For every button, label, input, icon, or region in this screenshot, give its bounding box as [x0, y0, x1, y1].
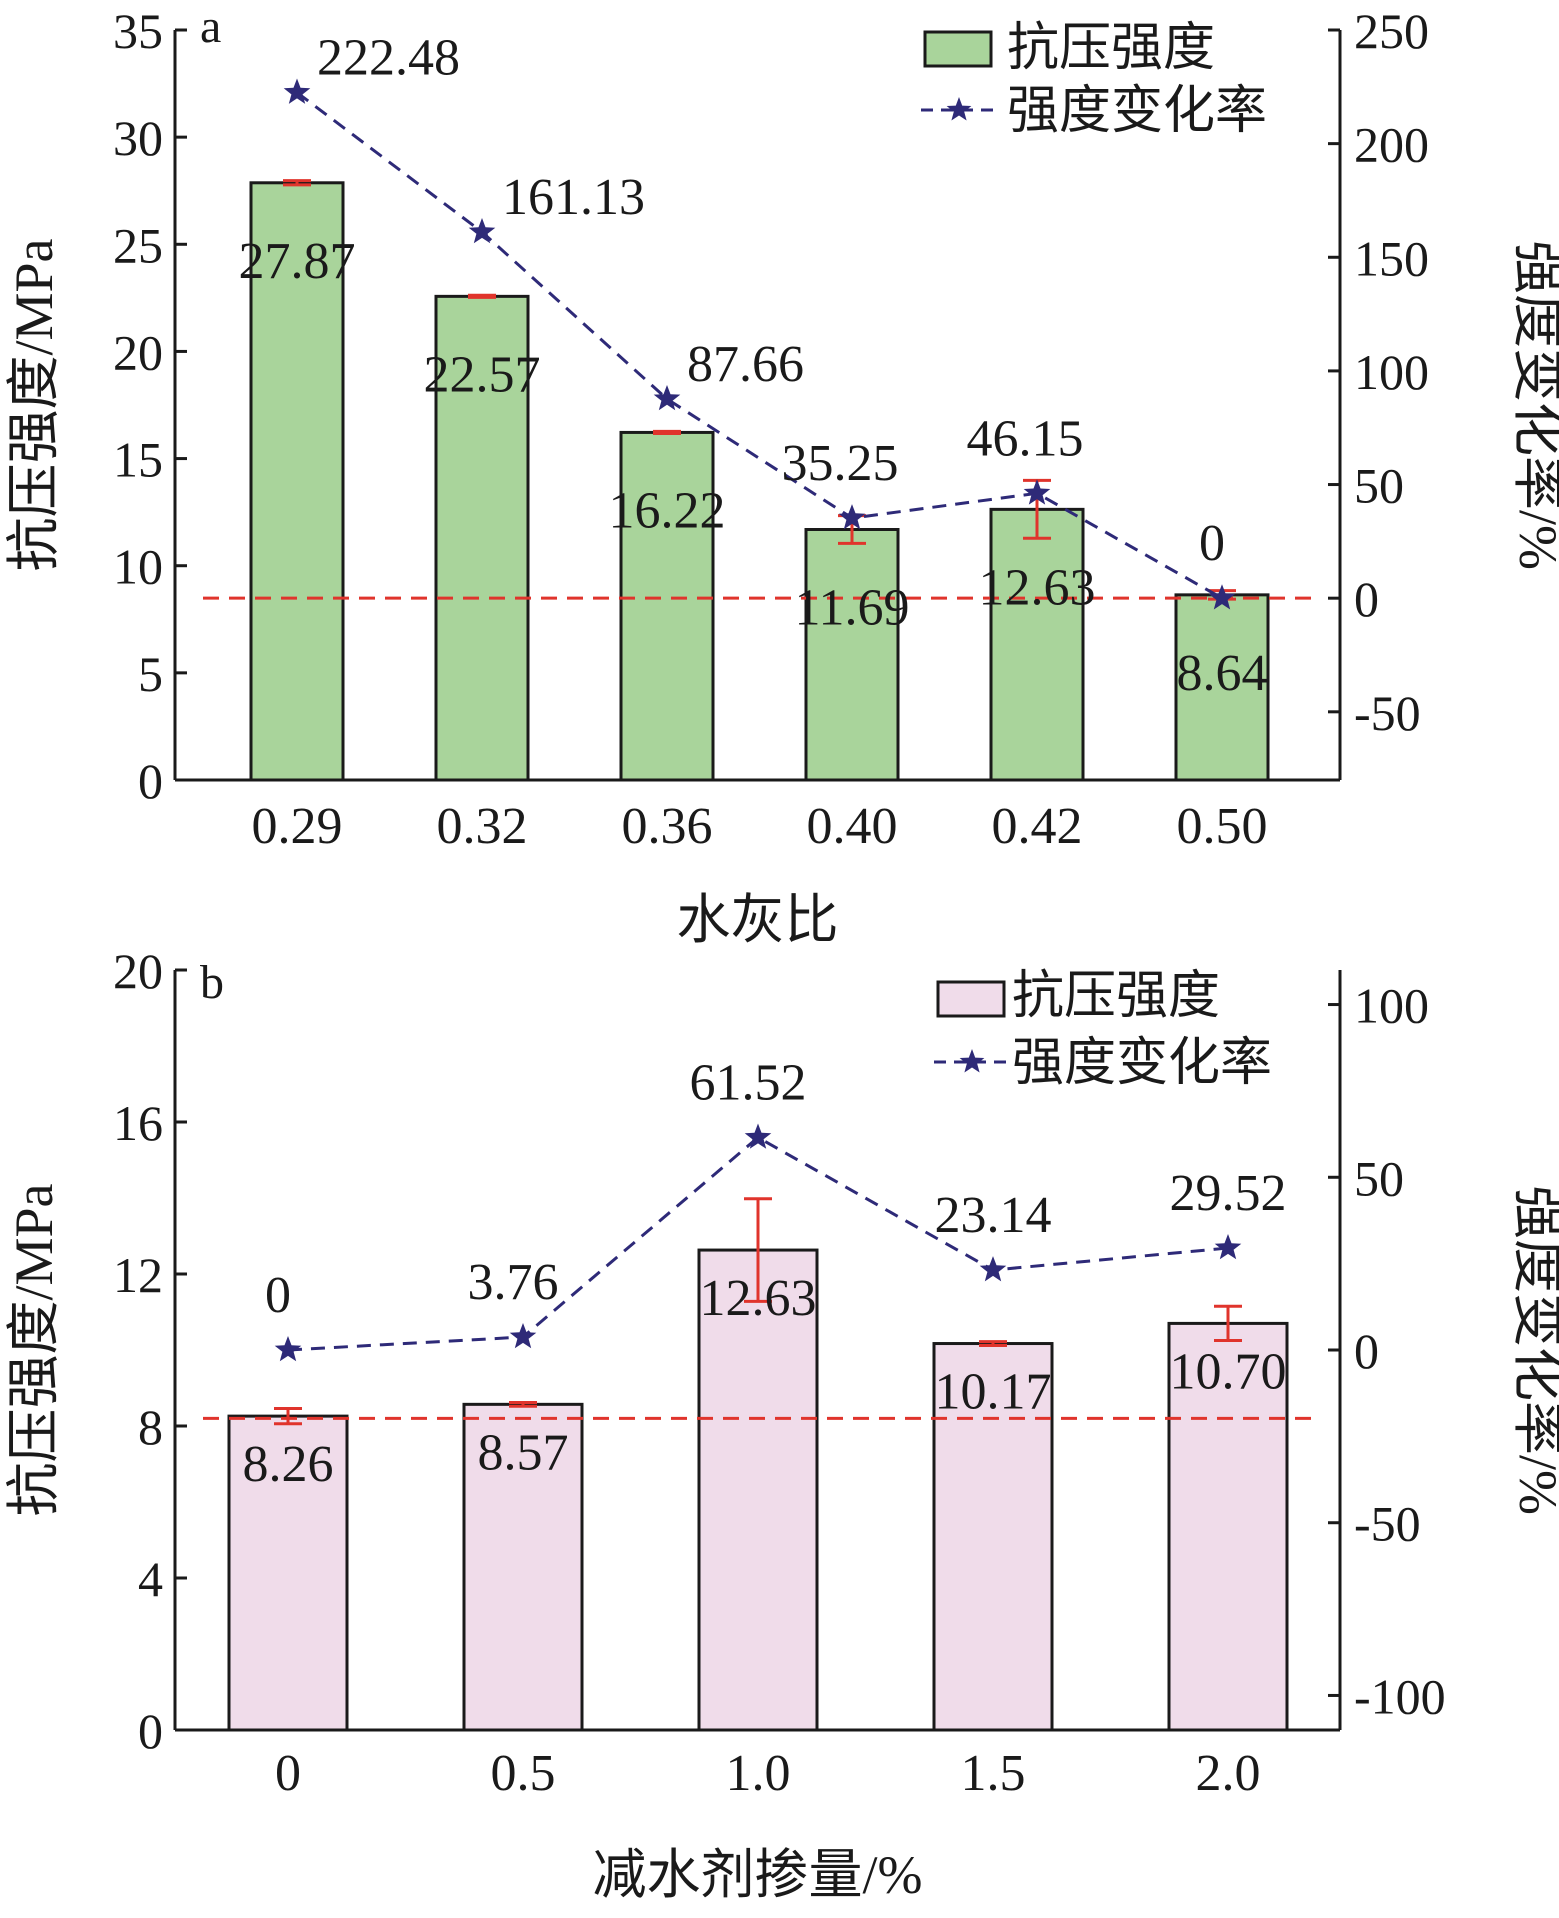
right-y-tick-label: -50: [1354, 1496, 1421, 1552]
left-y-tick-label: 4: [138, 1551, 163, 1607]
chart-panel-a: 0 5 10 15 20 25 30 35 -50 0 50 100 150 200 250 0.29 0.32…: [4, 0, 1559, 950]
right-y-tick-label: 0: [1354, 571, 1379, 627]
x-tick-label: 2.0: [1196, 1745, 1261, 1802]
rate-value-label: 3.76: [468, 1254, 559, 1311]
bar-value-label: 12.63: [979, 559, 1096, 616]
x-tick-label: 0.40: [807, 798, 898, 855]
bar-value-label: 8.64: [1177, 645, 1268, 702]
x-axis-title: 水灰比: [677, 890, 839, 950]
right-y-tick-label: 100: [1354, 978, 1429, 1034]
bar-value-label: 8.26: [243, 1436, 334, 1493]
rate-point: [1214, 1234, 1242, 1260]
legend-bar-swatch: [936, 980, 1006, 1018]
legend-bar-label: 抗压强度: [1007, 20, 1215, 77]
x-tick-label: 1.0: [726, 1745, 791, 1802]
left-y-tick-label: 10: [113, 539, 163, 595]
rate-value-label: 87.66: [687, 336, 804, 393]
bar-value-label: 16.22: [609, 482, 726, 539]
rate-value-label: 35.25: [782, 435, 899, 492]
right-y-tick-label: 200: [1354, 117, 1429, 173]
bar-value-label: 12.63: [700, 1270, 817, 1327]
rate-point: [509, 1323, 537, 1349]
x-tick-label: 1.5: [961, 1745, 1026, 1802]
legend-bar-label: 抗压强度: [1012, 968, 1220, 1025]
bar-value-label: 27.87: [239, 233, 356, 290]
rate-point: [744, 1123, 772, 1149]
x-tick-label: 0.50: [1177, 798, 1268, 855]
bar: [462, 1402, 584, 1732]
rate-value-label: 29.52: [1170, 1165, 1287, 1222]
legend-line-label: 强度变化率: [1007, 83, 1267, 140]
legend-line-marker: [959, 1049, 985, 1073]
x-tick-label: 0.5: [491, 1745, 556, 1802]
left-y-tick-label: 20: [113, 943, 163, 999]
chart-panel-b: 0 4 8 12 16 20 -100 -50 0 50 100 0 0.5 1.0 1.5 2.0 8.26 8…: [4, 943, 1559, 1905]
rate-value-label: 23.14: [935, 1187, 1052, 1244]
left-y-tick-label: 8: [138, 1399, 163, 1455]
rate-point: [979, 1256, 1007, 1282]
x-axis-title: 减水剂掺量/%: [593, 1845, 923, 1905]
left-y-tick-label: 5: [138, 646, 163, 702]
panel-label: a: [200, 0, 221, 53]
x-tick-label: 0.36: [622, 798, 713, 855]
rate-value-label: 222.48: [317, 30, 460, 87]
bar-value-label: 11.69: [794, 580, 909, 637]
bar-value-label: 22.57: [424, 346, 541, 403]
x-tick-label: 0: [275, 1745, 301, 1802]
legend-line-marker: [946, 97, 972, 121]
y-axis-title: 抗压强度/MPa: [4, 238, 64, 571]
x-tick-label: 0.29: [252, 798, 343, 855]
bar: [989, 507, 1085, 782]
right-y-tick-label: -50: [1354, 685, 1421, 741]
y2-axis-title: 强度变化率/%: [1508, 1185, 1559, 1515]
rate-value-label: 0: [1199, 515, 1225, 572]
left-y-tick-label: 35: [113, 3, 163, 59]
legend-bar-swatch: [923, 30, 993, 68]
left-y-tick-label: 20: [113, 324, 163, 380]
rate-line: [296, 91, 1223, 600]
bar: [804, 528, 900, 782]
bar: [932, 1342, 1054, 1732]
bar-value-label: 8.57: [478, 1424, 569, 1481]
legend-line-label: 强度变化率: [1012, 1035, 1272, 1092]
right-y-tick-label: 250: [1354, 3, 1429, 59]
rate-point: [274, 1336, 302, 1362]
y-axis-title: 抗压强度/MPa: [4, 1183, 64, 1516]
bar: [697, 1248, 819, 1732]
bar: [227, 1414, 349, 1732]
rate-point: [1023, 479, 1051, 505]
left-y-tick-label: 12: [113, 1247, 163, 1303]
left-y-tick-label: 15: [113, 432, 163, 488]
rate-value-label: 0: [265, 1267, 291, 1324]
right-y-tick-label: 150: [1354, 230, 1429, 286]
rate-value-label: 61.52: [690, 1054, 807, 1111]
left-y-tick-label: 30: [113, 110, 163, 166]
y2-axis-title: 强度变化率/%: [1508, 240, 1559, 570]
right-y-tick-label: 100: [1354, 344, 1429, 400]
right-y-tick-label: -100: [1354, 1668, 1446, 1724]
right-y-tick-label: 0: [1354, 1323, 1379, 1379]
left-y-tick-label: 0: [138, 753, 163, 809]
bar: [1167, 1321, 1289, 1732]
bar-value-label: 10.17: [935, 1364, 1052, 1421]
left-y-tick-label: 0: [138, 1703, 163, 1759]
rate-point: [1208, 584, 1236, 610]
bar-value-label: 10.70: [1170, 1343, 1287, 1400]
panel-label: b: [200, 956, 224, 1009]
left-y-tick-label: 25: [113, 217, 163, 273]
x-tick-label: 0.32: [437, 798, 528, 855]
right-y-tick-label: 50: [1354, 458, 1404, 514]
right-y-tick-label: 50: [1354, 1150, 1404, 1206]
rate-value-label: 46.15: [967, 410, 1084, 467]
rate-value-label: 161.13: [502, 169, 645, 226]
rate-point: [653, 385, 681, 411]
left-y-tick-label: 16: [113, 1095, 163, 1151]
rate-point: [283, 78, 311, 104]
x-tick-label: 0.42: [992, 798, 1083, 855]
rate-point: [838, 504, 866, 530]
rate-point: [468, 218, 496, 244]
